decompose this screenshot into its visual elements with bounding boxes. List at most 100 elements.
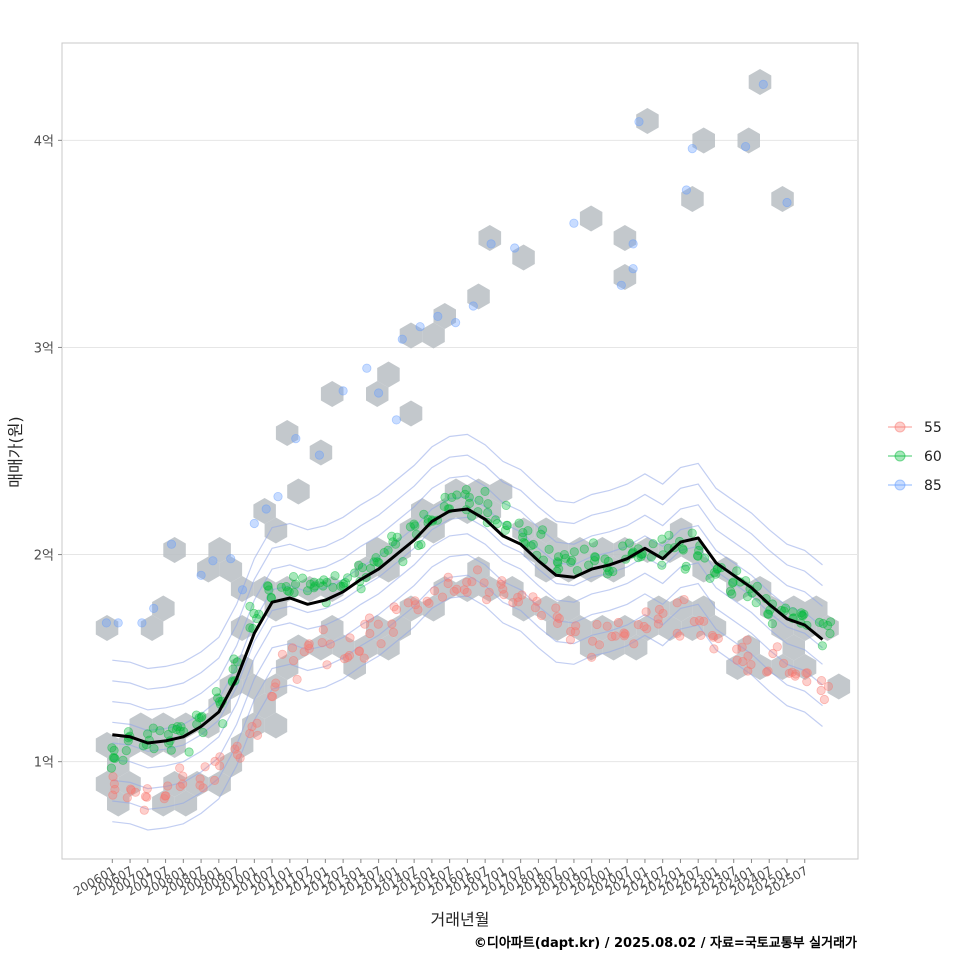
- legend: 55 60 85: [888, 420, 942, 494]
- legend-entry-55[interactable]: 55: [888, 420, 942, 436]
- point-60: [390, 539, 401, 549]
- point-55: [422, 596, 432, 606]
- x-axis-title: 거래년월: [431, 910, 490, 929]
- point-55: [620, 629, 630, 639]
- hex-bin: [433, 303, 456, 329]
- hex-bin: [309, 634, 333, 661]
- point-60: [309, 577, 319, 587]
- point-60: [680, 564, 690, 574]
- point-85: [628, 264, 638, 274]
- point-60: [483, 507, 493, 518]
- point-60: [579, 544, 589, 554]
- point-60: [175, 726, 185, 736]
- point-60: [461, 484, 471, 495]
- point-60: [228, 664, 238, 674]
- point-60: [797, 610, 807, 620]
- hex-bin: [692, 595, 715, 622]
- point-55: [610, 631, 621, 641]
- point-55: [484, 587, 494, 597]
- point-60: [176, 722, 186, 732]
- point-55: [140, 791, 151, 802]
- point-55: [110, 784, 120, 795]
- point-60: [767, 619, 778, 629]
- point-60: [281, 581, 291, 592]
- point-55: [479, 578, 489, 588]
- hex-bin: [107, 751, 130, 778]
- point-60: [110, 753, 120, 764]
- legend-label-60: 60: [924, 449, 942, 465]
- point-55: [271, 678, 281, 688]
- point-55: [443, 578, 453, 589]
- point-55: [163, 781, 173, 791]
- x-axis: 2006012006072007012007072008012008072009…: [71, 859, 810, 899]
- point-55: [175, 781, 185, 792]
- point-60: [742, 591, 753, 602]
- point-60: [322, 577, 332, 587]
- hex-bin: [320, 615, 344, 641]
- hex-bin: [613, 615, 637, 641]
- point-55: [325, 639, 335, 649]
- point-60: [372, 557, 382, 567]
- point-60: [108, 753, 118, 763]
- hex-bin: [163, 537, 186, 563]
- point-55: [552, 618, 563, 629]
- point-60: [254, 609, 264, 619]
- point-55: [304, 643, 314, 654]
- hex-bin: [422, 322, 445, 349]
- hex-bin: [377, 361, 400, 388]
- point-60: [310, 581, 320, 591]
- point-55: [287, 643, 298, 653]
- scatter-points: [101, 79, 836, 815]
- point-55: [619, 628, 629, 638]
- density-contour: [112, 475, 823, 711]
- point-55: [252, 718, 262, 728]
- point-55: [672, 628, 682, 639]
- point-60: [229, 654, 239, 664]
- hex-bin: [219, 751, 243, 778]
- hex-bin: [681, 615, 704, 641]
- hex-bin: [275, 654, 299, 680]
- point-55: [654, 604, 665, 615]
- point-60: [687, 528, 697, 538]
- point-60: [305, 579, 315, 589]
- point-85: [433, 311, 443, 321]
- point-60: [356, 584, 366, 594]
- point-55: [373, 619, 383, 629]
- point-60: [528, 539, 538, 550]
- point-60: [464, 498, 475, 509]
- point-55: [108, 790, 118, 800]
- point-60: [387, 531, 397, 541]
- point-55: [768, 648, 778, 659]
- point-60: [536, 529, 546, 539]
- hex-bin: [354, 634, 378, 661]
- point-60: [501, 500, 511, 510]
- point-60: [369, 557, 379, 567]
- legend-entry-85[interactable]: 85: [888, 478, 942, 494]
- hex-bin: [264, 517, 288, 544]
- hex-bin: [534, 595, 558, 622]
- point-55: [247, 721, 257, 732]
- point-60: [588, 538, 599, 548]
- hex-bin: [512, 517, 535, 544]
- point-55: [743, 651, 753, 661]
- point-60: [319, 575, 329, 585]
- point-60: [149, 743, 159, 754]
- point-55: [410, 596, 420, 606]
- point-55: [230, 744, 240, 754]
- legend-entry-60[interactable]: 60: [888, 449, 942, 465]
- point-60: [357, 562, 367, 573]
- point-55: [653, 619, 664, 629]
- hex-bin: [793, 654, 817, 680]
- point-55: [232, 750, 243, 760]
- hex-bin: [523, 537, 547, 563]
- hex-bin: [95, 615, 119, 641]
- point-60: [447, 492, 457, 502]
- point-55: [746, 659, 756, 670]
- point-55: [345, 633, 355, 643]
- hex-bin: [287, 634, 310, 661]
- hex-bin: [602, 634, 625, 661]
- point-55: [245, 728, 255, 739]
- point-55: [462, 577, 472, 587]
- point-60: [727, 589, 737, 599]
- point-60: [523, 526, 533, 536]
